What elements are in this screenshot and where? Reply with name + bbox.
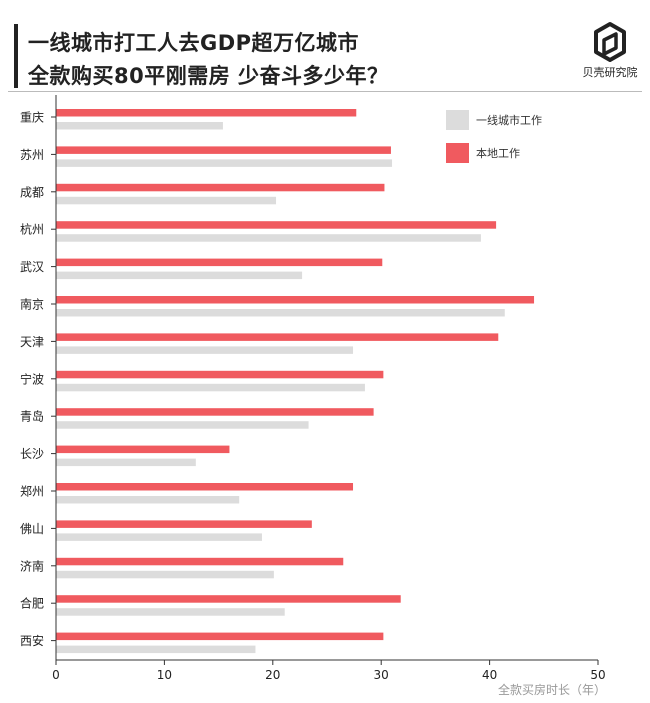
bar-tier1: [56, 608, 285, 616]
y-tick-label: 郑州: [20, 484, 44, 499]
bar-local: [56, 146, 391, 154]
bar-tier1: [56, 346, 354, 354]
bar-tier1: [56, 271, 303, 280]
bar-tier1: [56, 645, 256, 654]
bar-tier1: [56, 533, 262, 541]
brand-name: 贝壳研究院: [582, 66, 638, 79]
y-tick-label: 苏州: [20, 148, 44, 162]
bar-local: [56, 595, 401, 603]
bar-local: [56, 557, 344, 566]
y-tick-label: 济南: [20, 558, 44, 573]
bar-local: [56, 221, 497, 229]
bar-tier1: [56, 309, 505, 317]
x-tick-label: 0: [52, 668, 60, 682]
legend-swatch: [446, 110, 469, 130]
bar-local: [56, 258, 383, 267]
y-tick-label: 重庆: [20, 111, 44, 125]
y-tick-label: 西安: [20, 633, 44, 648]
bar-local: [56, 520, 312, 528]
bar-tier1: [56, 496, 240, 504]
bar-tier1: [56, 421, 309, 429]
bar-local: [56, 408, 374, 416]
bar-tier1: [56, 122, 223, 130]
legend-label: 本地工作: [476, 146, 520, 160]
bar-local: [56, 333, 499, 341]
y-tick-label: 成都: [20, 185, 44, 199]
y-tick-label: 天津: [20, 335, 44, 349]
legend-label: 一线城市工作: [476, 113, 542, 127]
y-tick-label: 宁波: [20, 371, 44, 386]
bar-local: [56, 109, 357, 117]
x-tick-label: 50: [590, 668, 605, 682]
y-tick-label: 青岛: [20, 409, 44, 424]
brand-logo-icon: [594, 22, 626, 62]
bar-tier1: [56, 458, 196, 467]
bar-tier1: [56, 383, 365, 392]
bar-local: [56, 632, 384, 641]
y-tick-label: 武汉: [20, 260, 44, 274]
bar-local: [56, 183, 385, 192]
chart-title-line-2: 全款购买80平刚需房 少奋斗多少年？: [28, 64, 389, 88]
bar-tier1: [56, 196, 277, 205]
x-tick-label: 30: [374, 668, 389, 682]
y-tick-label: 长沙: [20, 447, 44, 461]
y-tick-label: 南京: [20, 297, 44, 312]
x-tick-label: 40: [482, 668, 497, 682]
y-tick-label: 合肥: [20, 596, 44, 611]
x-tick-label: 20: [265, 668, 280, 682]
title-accent-bar: [14, 24, 18, 88]
y-tick-label: 佛山: [20, 522, 44, 536]
bar-tier1: [56, 570, 274, 579]
y-tick-label: 杭州: [20, 222, 44, 237]
bar-local: [56, 296, 535, 304]
chart-title-line-1: 一线城市打工人去GDP超万亿城市: [28, 31, 360, 55]
x-axis-label: 全款买房时长（年）: [498, 682, 606, 697]
bar-tier1: [56, 234, 481, 242]
x-tick-label: 10: [157, 668, 172, 682]
bar-local: [56, 483, 354, 491]
bar-tier1: [56, 159, 393, 167]
legend-swatch: [446, 143, 469, 163]
header-divider: [8, 91, 642, 92]
bar-local: [56, 370, 384, 379]
bar-local: [56, 445, 230, 454]
